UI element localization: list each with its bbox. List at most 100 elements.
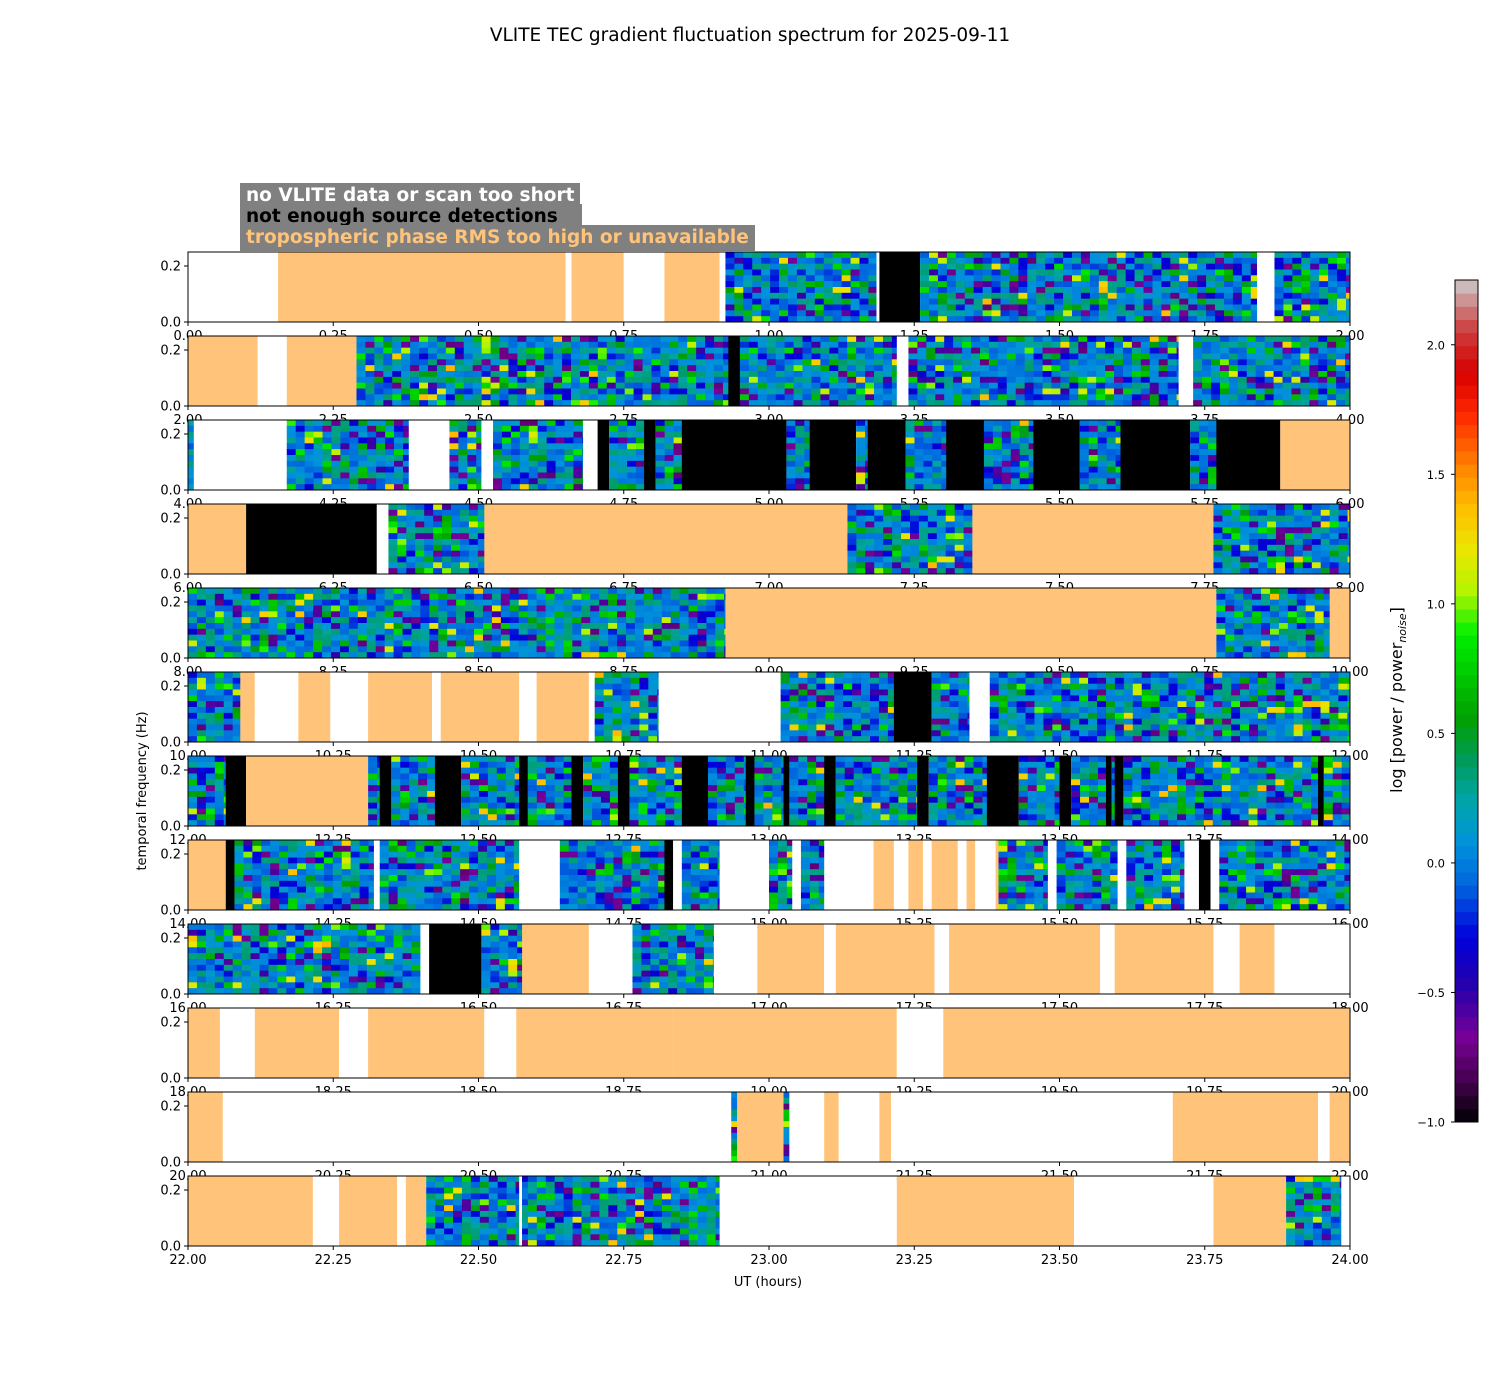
colorbar: −1.0 −0.5 0.0 0.5 1.0 1.5 2.0 <box>1417 279 1479 1130</box>
data-segment <box>998 840 1053 910</box>
status-segment-trop <box>188 1008 220 1078</box>
status-segment-few <box>946 420 984 490</box>
status-segment-trop <box>188 1092 223 1162</box>
status-segment-few <box>809 420 857 490</box>
data-segment <box>449 420 486 490</box>
status-segment-trop <box>405 1176 427 1246</box>
panel: 0.00.214.0014.2514.5014.7515.0015.2515.5… <box>160 839 1369 932</box>
data-segment <box>928 756 992 826</box>
status-segment-none <box>713 924 758 994</box>
status-segment-none <box>824 924 836 994</box>
data-segment <box>188 924 421 994</box>
status-segment-trop <box>368 1008 485 1078</box>
status-segment-none <box>519 672 537 742</box>
status-segment-none <box>975 840 996 910</box>
status-segment-none <box>893 840 909 910</box>
data-segment <box>1323 756 1350 826</box>
status-segment-few <box>664 840 674 910</box>
status-segment-trop <box>1239 924 1275 994</box>
panel: 0.00.210.0010.2510.5010.7511.0011.2511.5… <box>160 671 1369 764</box>
status-segment-none <box>373 840 380 910</box>
status-segment-none <box>969 672 990 742</box>
data-segment <box>1193 336 1350 406</box>
status-segment-none <box>193 420 287 490</box>
data-segment <box>739 336 902 406</box>
data-segment <box>1018 756 1065 826</box>
status-segment-few <box>519 756 528 826</box>
status-segment-trop <box>873 840 894 910</box>
status-segment-none <box>565 252 572 322</box>
data-segment <box>632 924 723 994</box>
y-tick-label: 0.0 <box>160 316 181 331</box>
status-segment-trop <box>188 1176 313 1246</box>
status-segment-few <box>225 840 235 910</box>
status-segment-trop <box>536 672 589 742</box>
y-tick-label: 0.2 <box>160 428 181 443</box>
status-segment-few <box>571 756 584 826</box>
colorbar-label: log [power / powernoise] <box>1387 607 1409 793</box>
status-segment-trop <box>571 252 624 322</box>
status-segment-trop <box>522 924 589 994</box>
data-segment <box>388 504 488 574</box>
data-segment <box>286 420 413 490</box>
status-segment-none <box>1210 840 1220 910</box>
status-segment-trop <box>516 1008 674 1078</box>
status-segment-few <box>893 672 932 742</box>
status-segment-few <box>745 756 755 826</box>
data-segment <box>234 840 379 910</box>
status-segment-trop <box>1329 1092 1350 1162</box>
data-segment <box>188 588 734 658</box>
data-segment <box>908 336 1187 406</box>
panel: 0.00.212.0012.2512.5012.7513.0013.2513.5… <box>160 755 1369 848</box>
panel: 0.00.216.0016.2516.5016.7517.0017.2517.5… <box>160 923 1369 1016</box>
status-segment-few <box>1033 420 1080 490</box>
status-segment-trop <box>737 1092 784 1162</box>
data-segment <box>983 420 1039 490</box>
data-segment <box>783 1092 794 1162</box>
status-segment-none <box>1213 924 1240 994</box>
colorbar-tick-label: 0.5 <box>1427 727 1445 741</box>
status-segment-none <box>896 336 909 406</box>
data-segment <box>905 420 951 490</box>
data-segment <box>769 840 797 910</box>
data-segment <box>594 672 667 742</box>
panel: 0.00.28.008.258.508.759.009.259.509.7510… <box>160 587 1369 680</box>
status-segment-few <box>1318 756 1324 826</box>
status-segment-trop <box>725 588 1217 658</box>
status-segment-few <box>1105 756 1112 826</box>
data-segment <box>527 1176 726 1246</box>
status-segment-few <box>1216 420 1281 490</box>
data-segment <box>1216 588 1334 658</box>
x-tick-label: 23.25 <box>896 1253 933 1268</box>
data-segment <box>583 756 620 826</box>
data-segment <box>609 420 646 490</box>
colorbar-tick-label: 0.0 <box>1427 856 1445 870</box>
colorbar-label-main: log [power / power <box>1387 642 1406 793</box>
status-segment-trop <box>286 336 357 406</box>
status-segment-none <box>719 252 726 322</box>
status-segment-trop <box>943 1008 1350 1078</box>
panel: 0.0 0.2 22.00 22.25 22.50 22.75 23.00 23.25 23.5… <box>160 1175 1369 1268</box>
data-segment <box>989 672 1350 742</box>
status-segment-none <box>339 1008 369 1078</box>
status-segment-few <box>879 252 921 322</box>
panel: 0.00.20.000.250.500.751.001.251.501.752.… <box>160 251 1364 344</box>
data-segment <box>1123 756 1321 826</box>
status-segment-trop <box>673 1008 897 1078</box>
colorbar-label-sub: noise <box>1396 613 1409 642</box>
status-segment-trop <box>972 504 1214 574</box>
status-segment-none <box>519 1176 523 1246</box>
y-tick-label: 0.0 <box>160 400 181 415</box>
y-tick-label: 0.2 <box>160 1016 181 1031</box>
y-tick-label: 0.2 <box>160 596 181 611</box>
data-segment <box>356 336 733 406</box>
data-segment <box>1286 1176 1350 1246</box>
status-segment-few <box>728 336 740 406</box>
data-segment <box>1079 420 1126 490</box>
status-segment-none <box>219 1008 255 1078</box>
data-segment <box>1126 840 1190 910</box>
status-segment-none <box>397 1176 406 1246</box>
x-tick-label: 22.25 <box>315 1253 352 1268</box>
data-segment <box>379 840 524 910</box>
status-segment-few <box>617 756 630 826</box>
